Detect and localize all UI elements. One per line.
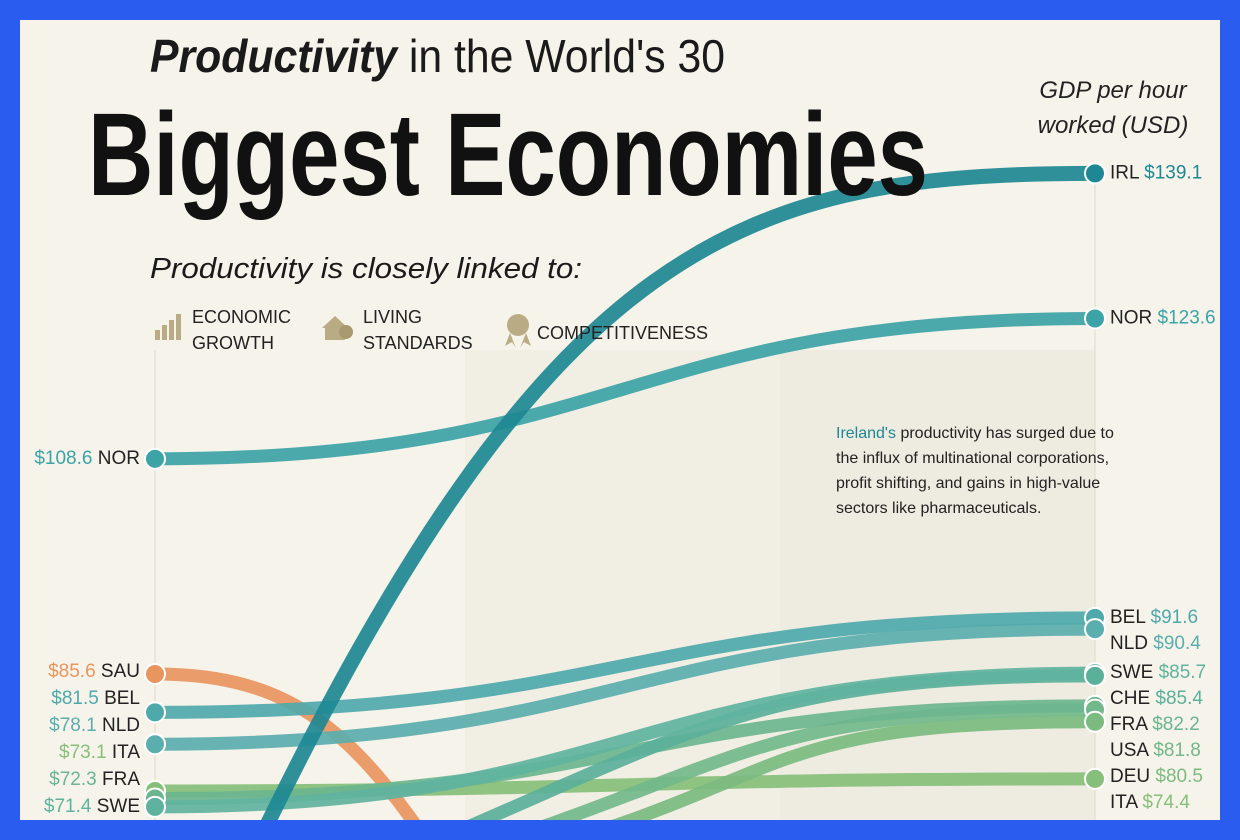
value-label: $91.6	[1151, 607, 1199, 628]
value-label: $85.7	[1159, 662, 1207, 683]
country-code: SAU	[101, 661, 140, 682]
flag	[1084, 307, 1106, 330]
value-label: $85.6	[48, 661, 96, 682]
value-label: $139.1	[1144, 162, 1202, 183]
country-code: DEU	[1110, 766, 1150, 787]
value-label: $78.1	[49, 715, 97, 736]
link-label: STANDARDS	[363, 333, 473, 353]
right-label: SWE $85.7	[1110, 662, 1206, 683]
country-code: BEL	[1110, 607, 1145, 628]
flag	[144, 701, 166, 724]
value-label: $81.8	[1153, 740, 1201, 761]
title-main: Biggest Economies	[88, 89, 928, 221]
series-line	[154, 622, 1096, 751]
icon-growth	[155, 314, 181, 340]
left-label: $108.6 NOR	[34, 448, 140, 469]
right-label: ITA $74.4	[1110, 792, 1190, 813]
value-label: $74.4	[1142, 792, 1190, 813]
link-label: LIVING	[363, 307, 422, 327]
country-code: NOR	[1110, 307, 1152, 328]
country-code: ITA	[1110, 792, 1138, 813]
right-label: CHE $85.4	[1110, 688, 1203, 709]
flag	[144, 663, 166, 686]
annotation-line: the influx of multinational corporations…	[836, 450, 1109, 467]
right-label: BEL $91.6	[1110, 607, 1198, 628]
link-label: GROWTH	[192, 333, 274, 353]
country-code: CHE	[1110, 688, 1150, 709]
flag	[144, 447, 166, 470]
title-rest: in the World's 30	[409, 30, 725, 82]
country-code: NOR	[98, 448, 140, 469]
right-label: NOR $123.6	[1110, 307, 1216, 328]
value-label: $123.6	[1158, 307, 1216, 328]
value-label: $71.4	[44, 796, 92, 817]
left-label: $71.4 SWE	[44, 796, 140, 817]
annotation-line: sectors like pharmaceuticals.	[836, 500, 1041, 517]
title-emphasis: Productivity	[150, 30, 399, 82]
flag	[144, 733, 166, 756]
country-code: FRA	[102, 769, 140, 790]
value-label: $108.6	[34, 448, 92, 469]
flag	[1084, 710, 1106, 733]
country-code: NLD	[102, 715, 140, 736]
left-label: $72.3 FRA	[49, 769, 140, 790]
right-label: USA $81.8	[1110, 740, 1201, 761]
series-line	[261, 165, 1096, 820]
flag	[144, 795, 166, 818]
subtitle: Productivity is closely linked to:	[150, 253, 582, 285]
flag	[1084, 767, 1106, 790]
left-label: $81.5 BEL	[51, 688, 140, 709]
flag	[1084, 618, 1106, 641]
value-label: $85.4	[1155, 688, 1203, 709]
series-line	[154, 311, 1096, 466]
value-label: $72.3	[49, 769, 97, 790]
annotation-line: profit shifting, and gains in high-value	[836, 475, 1100, 492]
title-line-1: Productivity in the World's 30	[150, 30, 725, 82]
flag	[1084, 162, 1106, 185]
series-line	[611, 715, 1096, 820]
flag	[1084, 664, 1106, 687]
icon-competitiveness	[505, 314, 531, 348]
axis-label: GDP per hour	[1039, 77, 1187, 104]
country-code: SWE	[1110, 662, 1153, 683]
annotation-emphasis: Ireland's	[836, 425, 896, 442]
annotation-text: productivity has surged due to	[900, 425, 1114, 442]
country-code: FRA	[1110, 714, 1148, 735]
left-label: $73.1 ITA	[59, 742, 140, 763]
value-label: $80.5	[1155, 766, 1203, 787]
country-code: NLD	[1110, 633, 1148, 654]
icon-living	[322, 316, 353, 340]
axis-label: worked (USD)	[1038, 112, 1189, 139]
link-label: ECONOMIC	[192, 307, 291, 327]
series-line	[154, 666, 1096, 814]
value-label: $73.1	[59, 742, 107, 763]
right-label: FRA $82.2	[1110, 714, 1200, 735]
value-label: $81.5	[51, 688, 99, 709]
right-label: DEU $80.5	[1110, 766, 1203, 787]
value-label: $90.4	[1153, 633, 1201, 654]
value-label: $82.2	[1152, 714, 1200, 735]
annotation-line: Ireland's productivity has surged due to	[836, 425, 1114, 442]
country-code: USA	[1110, 740, 1149, 761]
right-label: NLD $90.4	[1110, 633, 1201, 654]
right-label: IRL $139.1	[1110, 162, 1202, 183]
link-label: COMPETITIVENESS	[537, 323, 708, 343]
left-label: $78.1 NLD	[49, 715, 140, 736]
country-code: SWE	[97, 796, 140, 817]
country-code: BEL	[104, 688, 140, 709]
country-code: IRL	[1110, 162, 1139, 183]
left-label: $85.6 SAU	[48, 661, 140, 682]
country-code: ITA	[112, 742, 140, 763]
